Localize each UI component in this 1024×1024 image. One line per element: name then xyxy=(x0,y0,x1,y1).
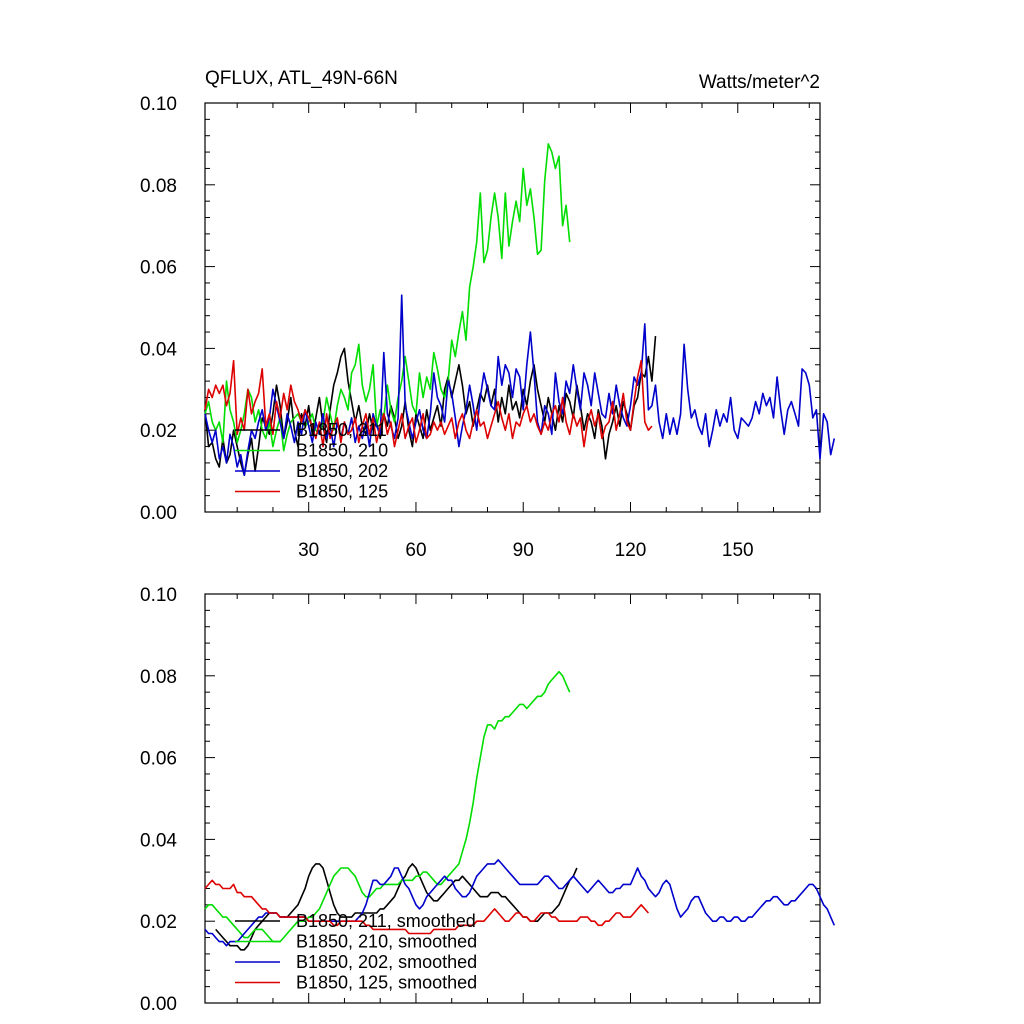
bottom-legend-label: B1850, 125, smoothed xyxy=(296,973,477,993)
bottom-legend-label: B1850, 210, smoothed xyxy=(296,932,477,952)
chart-title: QFLUX, ATL_49N-66N xyxy=(205,68,398,89)
top-panel: 0.00 0.02 0.04 0.06 0.08 0.10 30 60 90 120 150 B185… xyxy=(140,94,836,561)
bottom-y-tick-label: 0.02 xyxy=(140,912,177,933)
top-series-2-line xyxy=(204,143,571,452)
top-y-tick-label: 0.00 xyxy=(140,503,177,524)
top-y-tick-label: 0.08 xyxy=(140,176,177,197)
top-x-tick-label: 60 xyxy=(405,540,426,561)
top-x-tick-label: 30 xyxy=(298,540,319,561)
top-plot-frame xyxy=(204,102,821,513)
top-legend-label: B1850, 211 xyxy=(296,420,387,440)
top-legend-label: B1850, 125 xyxy=(296,482,388,502)
bottom-panel: 0.00 0.02 0.04 0.06 0.08 0.10 B1850, 211, smoo… xyxy=(140,585,836,1015)
top-x-tick-label: 90 xyxy=(513,540,534,561)
bottom-series-4-line xyxy=(204,879,650,935)
bottom-y-tick-label: 0.00 xyxy=(140,994,177,1015)
bottom-y-tick-label: 0.10 xyxy=(140,585,177,606)
top-y-tick-label: 0.02 xyxy=(140,421,177,442)
top-legend-label: B1850, 210 xyxy=(296,441,388,461)
bottom-series-2-line xyxy=(204,670,571,943)
top-series-3-line xyxy=(204,294,836,477)
top-y-tick-label: 0.04 xyxy=(140,339,177,360)
top-x-tick-label: 150 xyxy=(722,540,754,561)
top-x-tick-label: 120 xyxy=(615,540,647,561)
top-legend-label: B1850, 202 xyxy=(296,461,388,481)
bottom-y-tick-label: 0.08 xyxy=(140,667,177,688)
bottom-plot-frame xyxy=(204,593,821,1004)
bottom-y-tick-label: 0.04 xyxy=(140,830,177,851)
bottom-legend-label: B1850, 211, smoothed xyxy=(296,911,476,931)
top-series-4-line xyxy=(204,359,653,448)
units-label: Watts/meter^2 xyxy=(699,72,820,93)
bottom-y-tick-label: 0.06 xyxy=(140,749,177,770)
top-y-tick-label: 0.06 xyxy=(140,258,177,279)
bottom-legend-label: B1850, 202, smoothed xyxy=(296,952,477,972)
top-y-tick-label: 0.10 xyxy=(140,94,177,115)
